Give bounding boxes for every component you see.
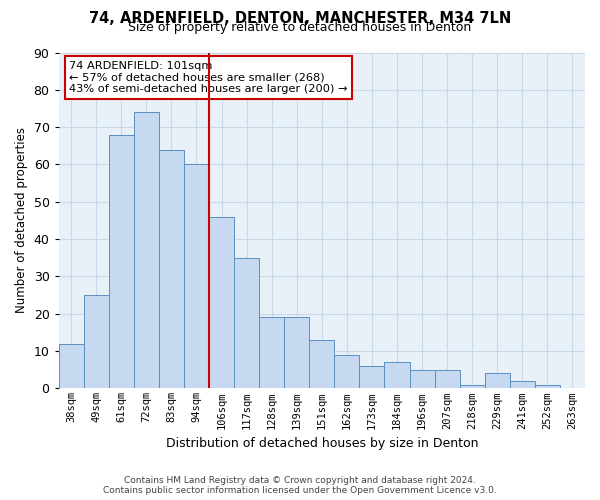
- Bar: [359, 366, 385, 388]
- Bar: [59, 344, 83, 388]
- Bar: [410, 370, 434, 388]
- Text: Contains HM Land Registry data © Crown copyright and database right 2024.
Contai: Contains HM Land Registry data © Crown c…: [103, 476, 497, 495]
- Text: 74, ARDENFIELD, DENTON, MANCHESTER, M34 7LN: 74, ARDENFIELD, DENTON, MANCHESTER, M34 …: [89, 11, 511, 26]
- Y-axis label: Number of detached properties: Number of detached properties: [15, 128, 28, 314]
- Bar: [434, 370, 460, 388]
- Bar: [309, 340, 334, 388]
- Bar: [209, 216, 234, 388]
- Bar: [485, 374, 510, 388]
- Bar: [184, 164, 209, 388]
- Bar: [385, 362, 410, 388]
- Bar: [159, 150, 184, 388]
- Bar: [510, 381, 535, 388]
- Bar: [535, 384, 560, 388]
- Bar: [234, 258, 259, 388]
- Bar: [284, 318, 309, 388]
- X-axis label: Distribution of detached houses by size in Denton: Distribution of detached houses by size …: [166, 437, 478, 450]
- Bar: [134, 112, 159, 388]
- Bar: [334, 355, 359, 388]
- Bar: [109, 134, 134, 388]
- Text: 74 ARDENFIELD: 101sqm
← 57% of detached houses are smaller (268)
43% of semi-det: 74 ARDENFIELD: 101sqm ← 57% of detached …: [69, 61, 347, 94]
- Bar: [259, 318, 284, 388]
- Bar: [460, 384, 485, 388]
- Bar: [83, 295, 109, 388]
- Text: Size of property relative to detached houses in Denton: Size of property relative to detached ho…: [128, 22, 472, 35]
